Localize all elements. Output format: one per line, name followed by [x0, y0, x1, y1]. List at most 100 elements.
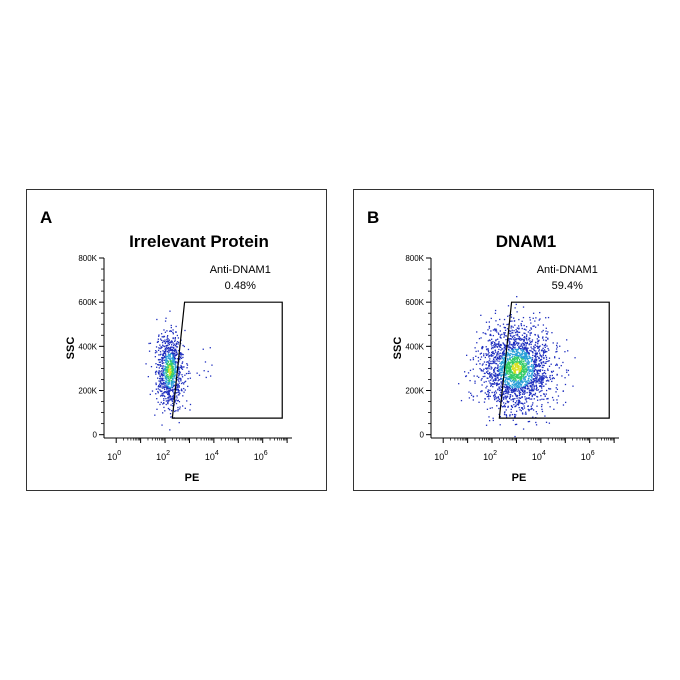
scatter-point — [525, 353, 528, 356]
scatter-point — [164, 350, 167, 353]
scatter-point — [513, 379, 515, 381]
scatter-point — [522, 368, 524, 370]
scatter-point — [196, 372, 198, 374]
scatter-point — [529, 329, 531, 332]
scatter-point — [506, 392, 508, 394]
scatter-point — [173, 363, 175, 365]
scatter-point — [172, 349, 174, 352]
scatter-point — [520, 410, 523, 412]
scatter-point — [483, 361, 486, 363]
scatter-point — [510, 338, 513, 340]
scatter-point — [535, 366, 537, 368]
scatter-point — [536, 399, 539, 401]
scatter-point — [499, 352, 501, 354]
scatter-point — [528, 343, 530, 346]
scatter-point — [511, 406, 514, 409]
scatter-point — [538, 350, 540, 352]
scatter-point — [169, 376, 172, 379]
scatter-point — [541, 408, 543, 411]
scatter-point — [512, 386, 514, 389]
scatter-point — [169, 409, 171, 411]
scatter-point — [504, 387, 507, 389]
scatter-point — [506, 371, 508, 373]
scatter-point — [165, 400, 168, 402]
scatter-point — [487, 362, 490, 364]
scatter-point — [179, 357, 181, 360]
scatter-point — [503, 386, 506, 388]
scatter-point — [486, 368, 488, 370]
scatter-point — [484, 392, 486, 394]
scatter-point — [518, 366, 520, 368]
y-axis-label: SSC — [392, 337, 404, 360]
scatter-point — [529, 384, 532, 387]
scatter-point — [509, 366, 511, 368]
scatter-point — [521, 390, 524, 393]
scatter-point — [174, 410, 176, 413]
scatter-point — [526, 342, 528, 345]
panel-a-title: Irrelevant Protein — [129, 232, 269, 251]
scatter-point — [468, 397, 471, 399]
scatter-point — [527, 366, 529, 368]
scatter-point — [533, 394, 535, 396]
scatter-point — [554, 357, 556, 359]
scatter-point — [524, 356, 526, 359]
scatter-point — [170, 397, 172, 400]
scatter-point — [177, 337, 180, 339]
scatter-point — [170, 384, 173, 386]
scatter-point — [498, 387, 500, 389]
scatter-point — [550, 363, 552, 365]
scatter-point — [174, 349, 176, 352]
scatter-point — [516, 344, 519, 346]
scatter-point — [520, 373, 523, 376]
scatter-point — [544, 415, 546, 417]
scatter-point — [170, 372, 172, 374]
scatter-point — [159, 347, 161, 350]
scatter-point — [163, 372, 165, 375]
scatter-point — [518, 347, 520, 349]
scatter-point — [538, 380, 541, 382]
scatter-point — [524, 332, 526, 335]
scatter-point — [525, 397, 528, 399]
scatter-point — [530, 327, 532, 329]
scatter-point — [483, 355, 485, 357]
scatter-point — [530, 371, 533, 373]
scatter-point — [542, 374, 544, 377]
scatter-point — [174, 400, 176, 402]
scatter-point — [523, 355, 525, 358]
scatter-point — [540, 375, 542, 377]
scatter-point — [164, 359, 166, 361]
scatter-point — [186, 364, 189, 366]
scatter-point — [523, 393, 525, 395]
scatter-point — [523, 385, 525, 388]
scatter-point — [524, 346, 526, 348]
scatter-point — [510, 373, 512, 376]
scatter-point — [521, 389, 523, 391]
scatter-point — [495, 340, 497, 342]
scatter-point — [531, 341, 533, 343]
scatter-point — [172, 331, 174, 334]
scatter-point — [492, 386, 494, 388]
scatter-point — [148, 350, 151, 352]
scatter-point — [479, 363, 481, 365]
scatter-point — [488, 321, 490, 323]
scatter-point — [530, 405, 532, 407]
scatter-point — [480, 370, 483, 372]
scatter-point — [166, 335, 169, 337]
scatter-point — [525, 358, 527, 360]
scatter-point — [163, 340, 165, 343]
scatter-point — [507, 323, 510, 325]
scatter-point — [170, 380, 173, 382]
scatter-point — [180, 357, 183, 359]
scatter-point — [501, 365, 504, 368]
scatter-point — [168, 382, 170, 384]
scatter-point — [512, 359, 515, 361]
scatter-point — [488, 395, 490, 397]
scatter-point — [180, 382, 183, 385]
scatter-point — [499, 368, 501, 371]
scatter-point — [173, 375, 175, 377]
scatter-point — [515, 339, 517, 341]
scatter-point — [526, 358, 529, 361]
scatter-point — [520, 354, 522, 357]
scatter-point — [516, 356, 518, 358]
scatter-point — [498, 370, 501, 372]
